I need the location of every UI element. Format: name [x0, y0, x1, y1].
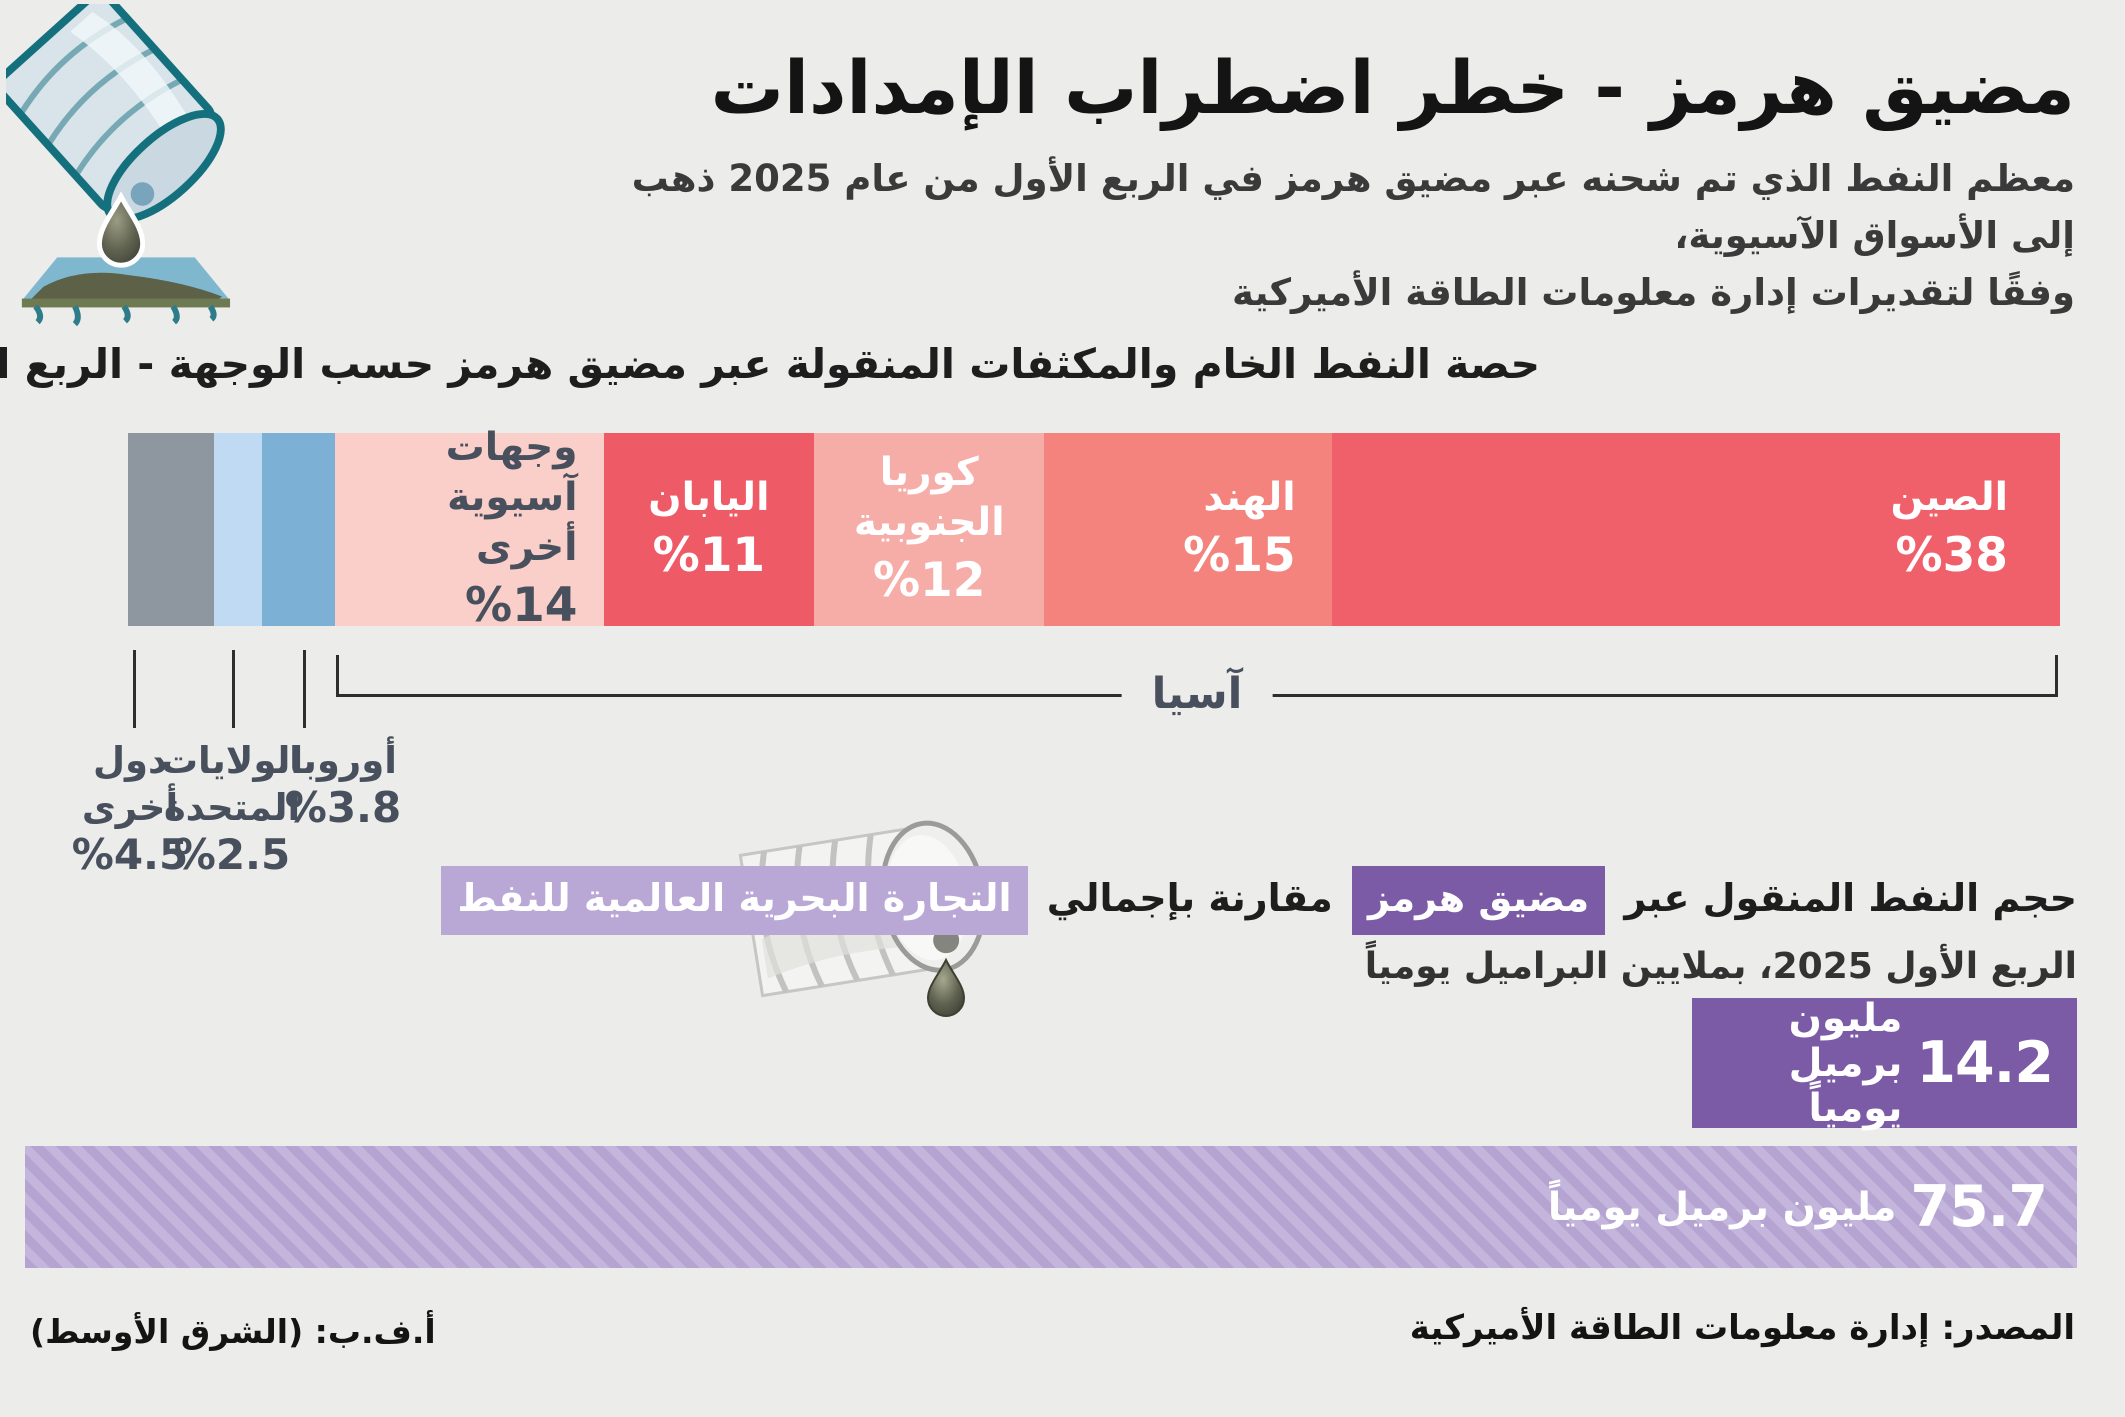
oil-barrel-spill-icon — [6, 4, 231, 327]
united-states-label: الولايات المتحدة %2.5 — [160, 739, 304, 879]
leader-line-united-states — [232, 650, 235, 728]
hormuz-volume-label: مليون برميل يومياً — [1788, 995, 1903, 1131]
header: مضيق هرمز - خطر اضطراب الإمدادات معظم ال… — [625, 46, 2076, 322]
segment-label: الصين — [1890, 475, 2008, 521]
global-trade-highlight: التجارة البحرية العالمية للنفط — [441, 866, 1028, 936]
global-volume-bar: 75.7 مليون برميل يومياً — [25, 1146, 2077, 1268]
leader-line-europe — [303, 650, 306, 728]
volume-comparison-title: حجم النفط المنقول عبر مضيق هرمز مقارنة ب… — [435, 866, 2077, 936]
segment-value: %15 — [1183, 528, 1296, 584]
credit-note: أ.ف.ب: (الشرق الأوسط) — [30, 1312, 436, 1351]
segment-label: اليابان — [648, 475, 770, 521]
segment-label: وجهات آسيوية — [445, 425, 578, 521]
asia-bracket: آسيا — [336, 655, 2058, 721]
global-volume-value: 75.7 — [1910, 1174, 2048, 1240]
bar-segment-other-countries — [128, 433, 215, 626]
segment-value: %38 — [1895, 528, 2009, 584]
segment-value: %12 — [872, 553, 986, 609]
bar-segment-japan: اليابان %11 — [603, 433, 815, 626]
segment-label: كوريا — [879, 450, 979, 496]
bar-segment-other-asia: وجهات آسيوية أخرى %14 — [335, 425, 604, 633]
source-note: المصدر: إدارة معلومات الطاقة الأميركية — [1409, 1308, 2075, 1348]
bar-segment-india: الهند %15 — [1044, 433, 1332, 626]
subtitle-line-2: وفقًا لتقديرات إدارة معلومات الطاقة الأم… — [1232, 271, 2075, 315]
volume-comparison-subtitle: الربع الأول 2025، بملايين البراميل يوميا… — [1364, 946, 2077, 987]
bar-segment-europe — [262, 433, 336, 626]
bar-segment-china: الصين %38 — [1331, 433, 2060, 626]
hormuz-volume-value: 14.2 — [1916, 1030, 2054, 1096]
page-subtitle: معظم النفط الذي تم شحنه عبر مضيق هرمز في… — [625, 150, 2075, 322]
segment-value: %11 — [652, 528, 766, 584]
volume-bars: 14.2 مليون برميل يومياً 75.7 مليون برميل… — [25, 995, 2077, 1268]
segment-label: أخرى — [476, 525, 578, 571]
bar-segment-south-korea: كوريا الجنوبية %12 — [814, 433, 1045, 626]
other-countries-label: دول أخرى %4.5 — [71, 739, 189, 879]
hormuz-highlight: مضيق هرمز — [1351, 866, 1606, 936]
page-title: مضيق هرمز - خطر اضطراب الإمدادات — [710, 46, 2076, 131]
segment-value: %14 — [465, 577, 578, 633]
asia-bracket-label: آسيا — [1121, 667, 1273, 721]
bar-segment-united-states — [214, 433, 263, 626]
title-text-2: مقارنة بإجمالي — [1046, 876, 1333, 920]
destination-stacked-bar: الصين %38 الهند %15 كوريا الجنوبية %12 ا… — [128, 425, 2060, 633]
segment-label: الجنوبية — [853, 500, 1005, 546]
europe-label: أوروبا %3.8 — [284, 739, 402, 832]
segment-label: الهند — [1203, 475, 1296, 521]
title-text-1: حجم النفط المنقول عبر — [1624, 876, 2077, 920]
global-volume-label: مليون برميل يومياً — [1547, 1184, 1897, 1230]
leader-line-other-countries — [133, 650, 136, 728]
stacked-bar-title: حصة النفط الخام والمكثفات المنقولة عبر م… — [0, 340, 1540, 388]
hormuz-volume-bar: 14.2 مليون برميل يومياً — [1692, 995, 2077, 1131]
subtitle-line-1: معظم النفط الذي تم شحنه عبر مضيق هرمز في… — [631, 156, 2075, 258]
